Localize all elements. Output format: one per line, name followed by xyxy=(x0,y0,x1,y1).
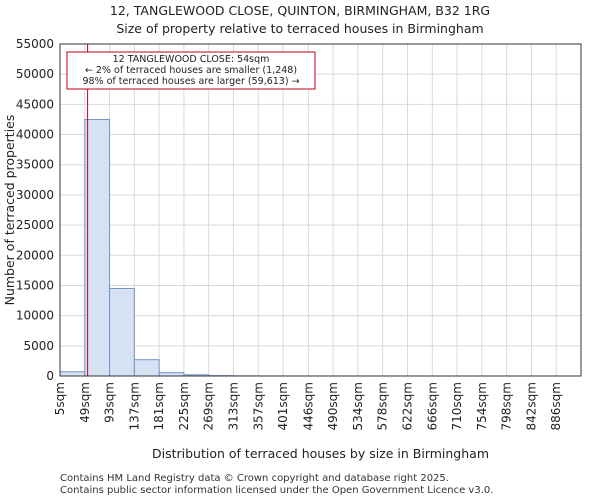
x-tick-label: 181sqm xyxy=(152,382,166,430)
x-tick-labels: 5sqm 49sqm 93sqm 137sqm 181sqm 225sqm 269sqm 31… xyxy=(53,382,563,430)
y-tick-label: 40000 xyxy=(16,128,54,142)
x-axis-label: Distribution of terraced houses by size … xyxy=(152,446,489,461)
annotation-line-1: 12 TANGLEWOOD CLOSE: 54sqm xyxy=(113,54,270,65)
x-tick-label: 5sqm xyxy=(53,382,67,415)
y-tick-label: 45000 xyxy=(16,97,54,111)
chart-subtitle: Size of property relative to terraced ho… xyxy=(116,21,484,36)
y-tick-label: 30000 xyxy=(16,188,54,202)
x-tick-label: 49sqm xyxy=(78,382,92,423)
x-tick-label: 710sqm xyxy=(450,382,464,430)
y-tick-labels: 0 5000 10000 15000 20000 25000 30000 35000 40000… xyxy=(16,37,54,383)
y-tick-label: 15000 xyxy=(16,278,54,292)
x-tick-label: 93sqm xyxy=(103,382,117,423)
y-tick-label: 55000 xyxy=(16,37,54,51)
x-tick-label: 666sqm xyxy=(425,382,439,430)
y-axis-label: Number of terraced properties xyxy=(2,115,17,306)
x-tick-label: 357sqm xyxy=(251,382,265,430)
x-tick-label: 269sqm xyxy=(202,382,216,430)
x-tick-label: 534sqm xyxy=(351,382,365,430)
x-tick-label: 225sqm xyxy=(177,382,191,430)
x-tick-label: 313sqm xyxy=(226,382,240,430)
x-tick-label: 622sqm xyxy=(401,382,415,430)
footer-line-1: Contains HM Land Registry data © Crown c… xyxy=(60,473,449,484)
y-tick-label: 10000 xyxy=(16,309,54,323)
footer-line-2: Contains public sector information licen… xyxy=(60,485,494,496)
x-tick-label: 401sqm xyxy=(276,382,290,430)
x-tick-label: 754sqm xyxy=(475,382,489,430)
chart-title: 12, TANGLEWOOD CLOSE, QUINTON, BIRMINGHA… xyxy=(109,3,491,18)
x-tick-label: 842sqm xyxy=(524,382,538,430)
annotation-box: 12 TANGLEWOOD CLOSE: 54sqm ← 2% of terra… xyxy=(66,51,316,90)
y-tick-label: 25000 xyxy=(16,218,54,232)
y-tick-label: 0 xyxy=(46,369,54,383)
bar-5sqm xyxy=(59,371,86,377)
bars xyxy=(59,118,433,377)
x-tick-label: 578sqm xyxy=(376,382,390,430)
y-tick-label: 35000 xyxy=(16,158,54,172)
annotation-line-3: 98% of terraced houses are larger (59,61… xyxy=(82,76,299,87)
y-tick-label: 50000 xyxy=(16,67,54,81)
plot-frame xyxy=(59,43,582,377)
annotation-line-2: ← 2% of terraced houses are smaller (1,2… xyxy=(85,65,297,76)
grid-lines xyxy=(59,43,581,377)
x-tick-label: 137sqm xyxy=(127,382,141,430)
bar-49sqm xyxy=(84,118,111,377)
bar-137sqm xyxy=(133,359,160,377)
bar-93sqm xyxy=(109,287,135,377)
y-tick-label: 5000 xyxy=(23,339,54,353)
x-tick-label: 886sqm xyxy=(549,382,563,430)
y-tick-label: 20000 xyxy=(16,248,54,262)
x-tick-label: 490sqm xyxy=(326,382,340,430)
x-tick-label: 798sqm xyxy=(500,382,514,430)
x-tick-label: 446sqm xyxy=(301,382,315,430)
